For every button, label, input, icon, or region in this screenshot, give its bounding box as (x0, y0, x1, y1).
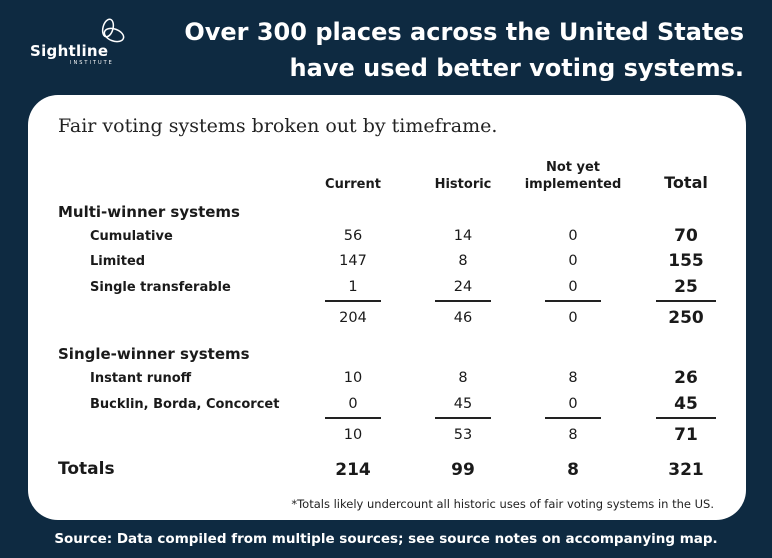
table-cell: 1 (348, 279, 358, 295)
table-cell: 56 (343, 228, 363, 244)
sum-rule (435, 417, 491, 419)
logo-name: Sightline (30, 42, 109, 60)
group-label: Single-winner systems (58, 345, 250, 363)
table-cell: 8 (568, 370, 578, 386)
sum-rule (325, 300, 381, 302)
footnote: *Totals likely undercount all historic u… (291, 497, 714, 511)
subtotal-cell: 10 (343, 427, 363, 443)
sum-rule (656, 417, 716, 419)
col-header-not-yet: Not yet implemented (524, 160, 622, 192)
group-label: Multi-winner systems (58, 203, 240, 221)
sum-rule (435, 300, 491, 302)
subtotal-cell: 8 (568, 427, 578, 443)
source-note: Source: Data compiled from multiple sour… (54, 531, 718, 547)
row-label: Cumulative (90, 229, 173, 244)
table-cell: 8 (458, 370, 468, 386)
table-cell: 14 (453, 228, 473, 244)
subtotal-cell: 204 (339, 310, 367, 326)
row-label: Limited (90, 254, 146, 269)
row-label: Bucklin, Borda, Concorcet (90, 397, 280, 412)
logo-mark-icon (101, 18, 125, 43)
row-label: Single transferable (90, 280, 231, 295)
table-cell: 25 (674, 277, 698, 297)
table-cell: 45 (453, 396, 473, 412)
table-cell: 155 (668, 251, 704, 271)
table-cell: 45 (674, 394, 698, 414)
table-cell: 70 (674, 226, 698, 246)
totals-label: Totals (58, 459, 115, 479)
table-cell: 0 (568, 228, 578, 244)
table-cell: 0 (348, 396, 358, 412)
sightline-logo: Sightline INSTITUTE (30, 18, 130, 68)
col-header-total: Total (664, 173, 708, 192)
table-cell: 0 (568, 253, 578, 269)
row-label: Instant runoff (90, 371, 192, 386)
col-header-historic: Historic (434, 177, 492, 192)
table-cell: 10 (343, 370, 363, 386)
sum-rule (545, 417, 601, 419)
grand-total-cell: 321 (668, 460, 704, 480)
table-cell: 24 (453, 279, 473, 295)
grand-total-cell: 99 (451, 460, 475, 480)
grand-total-cell: 214 (335, 460, 371, 480)
headline: Over 300 places across the United States… (184, 18, 744, 82)
sum-rule (545, 300, 601, 302)
subtotal-cell: 250 (668, 308, 704, 328)
subtotal-cell: 53 (453, 427, 473, 443)
table-cell: 8 (458, 253, 468, 269)
table-cell: 0 (568, 279, 578, 295)
subtotal-cell: 0 (568, 310, 578, 326)
subtotal-cell: 46 (453, 310, 473, 326)
card-title: Fair voting systems broken out by timefr… (58, 115, 498, 137)
logo-sub: INSTITUTE (70, 60, 114, 66)
table-card: Fair voting systems broken out by timefr… (28, 95, 746, 520)
subtotal-cell: 71 (674, 425, 698, 445)
grand-total-cell: 8 (567, 460, 579, 480)
sum-rule (656, 300, 716, 302)
table-cell: 0 (568, 396, 578, 412)
table-cell: 147 (339, 253, 367, 269)
col-header-current: Current (325, 177, 381, 192)
sum-rule (325, 417, 381, 419)
table-cell: 26 (674, 368, 698, 388)
